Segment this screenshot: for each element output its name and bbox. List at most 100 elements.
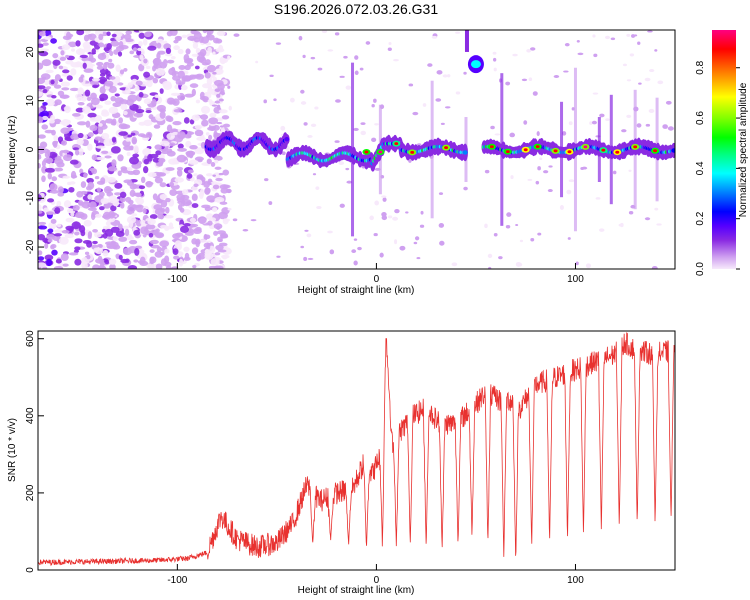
y-tick-label: -10 xyxy=(25,191,36,206)
spectrogram-noise-blob xyxy=(198,56,207,64)
spectrogram-noise-blob xyxy=(38,116,44,124)
spectrogram-noise-blob xyxy=(202,30,208,34)
spectrogram-faint-blob xyxy=(303,256,308,261)
spectrogram-noise-blob xyxy=(114,192,122,196)
spectrogram-faint-blob xyxy=(492,51,497,55)
spectrogram-noise-blob xyxy=(147,218,156,225)
spectrogram-noise-blob xyxy=(191,186,198,191)
spectrogram-noise-blob xyxy=(135,108,145,114)
spectrogram-noise-blob xyxy=(89,201,97,209)
spectrogram-noise-blob xyxy=(42,42,49,46)
spectrogram-faint-blob xyxy=(519,239,524,243)
spectrogram-noise-blob xyxy=(156,246,163,253)
spectrogram-noise-blob xyxy=(111,137,117,143)
spectrogram-noise-blob xyxy=(119,191,127,198)
spectrogram-noise-blob xyxy=(152,77,159,84)
spectrogram-noise-blob xyxy=(148,232,154,238)
ridge-peak xyxy=(523,148,528,152)
spectrogram-noise-blob xyxy=(69,87,79,92)
spectrogram-faint-blob xyxy=(657,80,664,85)
spectrogram-faint-blob xyxy=(392,216,399,221)
spectrogram-noise-blob xyxy=(50,38,57,44)
spectrogram-noise-blob xyxy=(176,194,186,201)
spectrogram-noise-blob xyxy=(91,97,100,106)
spectrogram-noise-blob xyxy=(50,243,57,249)
spectrogram-noise-blob xyxy=(201,105,210,114)
spectrogram-noise-blob xyxy=(78,225,86,233)
ridge-peak xyxy=(410,150,415,154)
spectrogram-noise-blob xyxy=(66,75,73,81)
spectrogram-noise-blob xyxy=(178,65,186,70)
spectrogram-faint-blob xyxy=(360,130,367,136)
spectrogram-noise-blob xyxy=(38,204,42,212)
spectrogram-noise-blob xyxy=(204,234,211,240)
spectrogram-noise-blob xyxy=(99,206,105,211)
spectrogram-noise-blob xyxy=(84,89,91,97)
spectrogram-noise-blob xyxy=(198,239,207,243)
spectrogram-noise-blob xyxy=(38,163,41,169)
spectrogram-faint-blob xyxy=(563,70,569,73)
spectrogram-faint-blob xyxy=(312,173,317,176)
spectrogram-faint-blob xyxy=(654,207,659,211)
colorbar-tick-label: 0.0 xyxy=(695,262,706,276)
spectrogram-noise-blob xyxy=(82,106,91,114)
spectrogram-noise-blob xyxy=(57,186,64,194)
spectrogram-faint-blob xyxy=(345,85,352,90)
spectrogram-noise-blob xyxy=(116,33,122,38)
spectrogram-faint-blob xyxy=(351,249,357,254)
spectrogram-faint-blob xyxy=(413,241,418,245)
spectrogram-faint-blob xyxy=(455,91,461,95)
spectrogram-faint-blob xyxy=(354,55,359,60)
spectrogram-noise-blob xyxy=(207,86,213,90)
spectrogram-faint-blob xyxy=(218,172,224,176)
spectrogram-noise-blob xyxy=(127,82,133,88)
spectrogram-noise-blob xyxy=(72,147,79,151)
spectrogram-noise-blob xyxy=(222,247,232,255)
spectrogram-faint-blob xyxy=(537,166,541,171)
spectrogram-faint-blob xyxy=(493,232,498,237)
spectrogram-noise-blob xyxy=(87,33,97,41)
spectrogram-noise-blob xyxy=(156,52,161,60)
spectrogram-noise-blob xyxy=(83,219,92,227)
spectrogram-noise-blob xyxy=(180,84,188,91)
spectrogram-noise-blob xyxy=(214,100,221,104)
spectrogram-faint-blob xyxy=(647,30,653,33)
spectrogram-faint-blob xyxy=(637,41,641,45)
spectrogram-noise-blob xyxy=(110,40,120,47)
spectrogram-noise-blob xyxy=(50,218,57,224)
spectrogram-noise-blob xyxy=(39,48,50,52)
ridge-peak xyxy=(505,150,510,154)
spectrogram-noise-blob xyxy=(49,183,58,192)
spectrogram-noise-blob xyxy=(159,140,170,147)
spectrogram-noise-blob xyxy=(155,263,163,269)
spectrogram-noise-blob xyxy=(204,252,214,260)
spectrogram-noise-blob xyxy=(95,258,105,264)
spectrogram-noise-blob xyxy=(98,244,103,248)
spectrogram-noise-blob xyxy=(159,111,166,119)
colorbar: 0.0 0.2 0.4 0.6 0.8 Normalized spectral ampl… xyxy=(695,30,749,276)
spectrogram-faint-blob xyxy=(439,240,445,246)
spectrogram-noise-blob xyxy=(52,53,59,59)
spectrogram-noise-blob xyxy=(78,47,83,55)
spectrogram-faint-blob xyxy=(526,49,532,53)
spectrogram-noise-blob xyxy=(218,242,228,247)
y-tick-label: -20 xyxy=(25,239,36,254)
spectrogram-noise-blob xyxy=(177,143,184,149)
spectrogram-noise-blob xyxy=(153,57,160,66)
spectrogram-noise-blob xyxy=(119,69,125,75)
spectrogram-noise-blob xyxy=(89,80,100,87)
spectrogram-noise-blob xyxy=(145,181,154,186)
spectrogram-noise-blob xyxy=(87,132,94,138)
spectrogram-faint-blob xyxy=(416,257,421,260)
spectrogram-noise-blob xyxy=(126,98,134,106)
spectrogram-noise-blob xyxy=(106,176,117,183)
spectrogram-noise-blob xyxy=(127,265,138,269)
spectrogram-noise-blob xyxy=(62,263,69,267)
spectrogram-faint-blob xyxy=(435,98,442,102)
spectrogram-noise-blob xyxy=(207,178,213,183)
spectrogram-faint-blob xyxy=(568,121,573,126)
spectrogram-faint-blob xyxy=(620,222,624,228)
spectrogram-noise-blob xyxy=(208,117,219,125)
colorbar-tick-label: 0.6 xyxy=(695,111,706,125)
spectrogram-noise-blob xyxy=(101,150,109,154)
